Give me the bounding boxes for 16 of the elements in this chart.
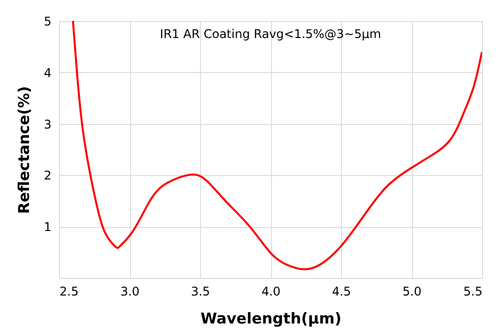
line-series — [72, 21, 482, 270]
x-tick-label: 3.0 — [120, 284, 140, 298]
x-tick-label: 2.5 — [60, 284, 79, 298]
y-tick-label: 5 — [44, 14, 52, 28]
x-tick-label: 5.0 — [402, 284, 422, 298]
x-tick-label: 5.5 — [463, 284, 482, 298]
x-axis-title: Wavelength(μm) — [200, 310, 342, 328]
y-tick-label: 2 — [44, 168, 52, 183]
x-tick-label: 4.5 — [332, 284, 352, 298]
x-tick-label: 4.0 — [261, 284, 281, 298]
y-tick-label: 4 — [44, 66, 52, 80]
y-tick-label: 1 — [44, 220, 52, 234]
annotation: IR1 AR Coating Ravg<1.5%@3~5μm — [160, 27, 382, 41]
y-axis-title: Reflectance(%) — [14, 86, 33, 214]
y-tick-label: 3 — [44, 117, 52, 132]
x-tick-label: 3.5 — [190, 284, 210, 298]
